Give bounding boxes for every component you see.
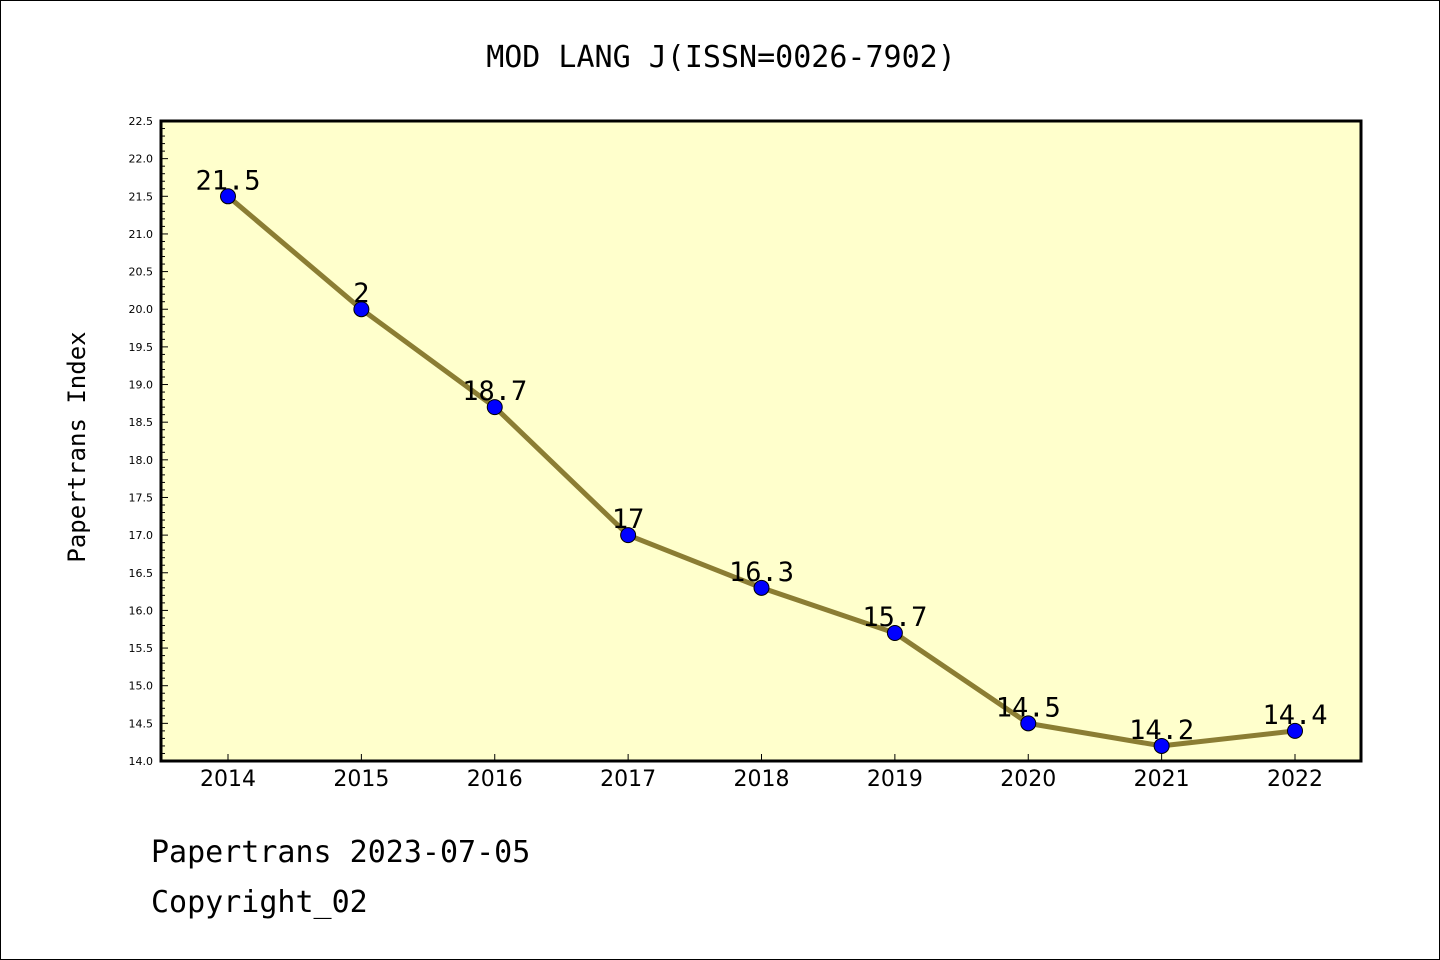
x-tick-label: 2015 xyxy=(333,767,389,792)
data-point xyxy=(1153,737,1170,754)
y-tick-label: 14.5 xyxy=(129,717,154,730)
y-tick-label: 14.0 xyxy=(129,755,154,768)
x-tick-label: 2014 xyxy=(200,767,256,792)
y-tick-label: 15.5 xyxy=(129,642,154,655)
y-tick-label: 22.5 xyxy=(129,115,154,128)
y-tick-label: 20.5 xyxy=(129,266,154,279)
x-tick-label: 2019 xyxy=(867,767,923,792)
x-tick-label: 2020 xyxy=(1000,767,1056,792)
x-tick-label: 2021 xyxy=(1134,767,1190,792)
x-axis-ticks: 2014 2015 2016 2017 2018 2019 2020 2021 2022 xyxy=(200,754,1323,792)
y-tick-label: 16.0 xyxy=(129,604,154,617)
y-tick-label: 21.0 xyxy=(129,228,154,241)
data-label: 14.5 xyxy=(996,692,1061,723)
y-tick-label: 21.5 xyxy=(129,190,154,203)
footer-date-line: Papertrans 2023-07-05 xyxy=(151,835,531,870)
plot-area xyxy=(161,121,1361,761)
data-labels: 21.5 2 18.7 17 16.3 15.7 14.5 14.2 14.4 xyxy=(195,165,1327,746)
y-tick-label: 16.5 xyxy=(129,567,154,580)
y-tick-label: 17.0 xyxy=(129,529,154,542)
data-label: 18.7 xyxy=(462,376,527,407)
y-tick-label: 15.0 xyxy=(129,680,154,693)
y-tick-label: 19.0 xyxy=(129,379,154,392)
data-label: 2 xyxy=(353,278,369,309)
data-label: 14.2 xyxy=(1129,715,1194,746)
data-point xyxy=(1020,715,1037,732)
x-tick-label: 2016 xyxy=(467,767,523,792)
x-tick-label: 2022 xyxy=(1267,767,1323,792)
y-tick-label: 19.5 xyxy=(129,341,154,354)
chart-title: MOD LANG J(ISSN=0026-7902) xyxy=(486,40,956,75)
data-point xyxy=(353,301,370,318)
data-label: 17 xyxy=(612,504,645,535)
y-tick-label: 22.0 xyxy=(129,153,154,166)
data-label: 15.7 xyxy=(862,602,927,633)
data-point xyxy=(220,188,236,205)
data-label: 16.3 xyxy=(729,557,794,588)
data-point xyxy=(1287,722,1303,739)
data-label: 21.5 xyxy=(195,165,260,196)
y-tick-label: 17.5 xyxy=(129,491,154,504)
y-axis-ticks: 14.0 14.5 15.0 15.5 16.0 16.5 17.0 17.5 18.0 18.5… xyxy=(129,115,168,768)
footer-copyright-line: Copyright_02 xyxy=(151,885,368,920)
data-point xyxy=(486,399,503,416)
x-tick-label: 2017 xyxy=(600,767,656,792)
y-axis-label: Papertrans Index xyxy=(63,331,91,562)
data-point xyxy=(753,579,770,596)
y-tick-label: 18.5 xyxy=(129,416,154,429)
y-tick-label: 18.0 xyxy=(129,454,154,467)
y-tick-label: 20.0 xyxy=(129,303,154,316)
data-label: 14.4 xyxy=(1262,700,1327,731)
data-point xyxy=(620,527,637,544)
plot-frame xyxy=(159,119,1363,763)
data-point xyxy=(886,625,903,641)
x-tick-label: 2018 xyxy=(734,767,790,792)
data-markers xyxy=(220,188,1303,754)
